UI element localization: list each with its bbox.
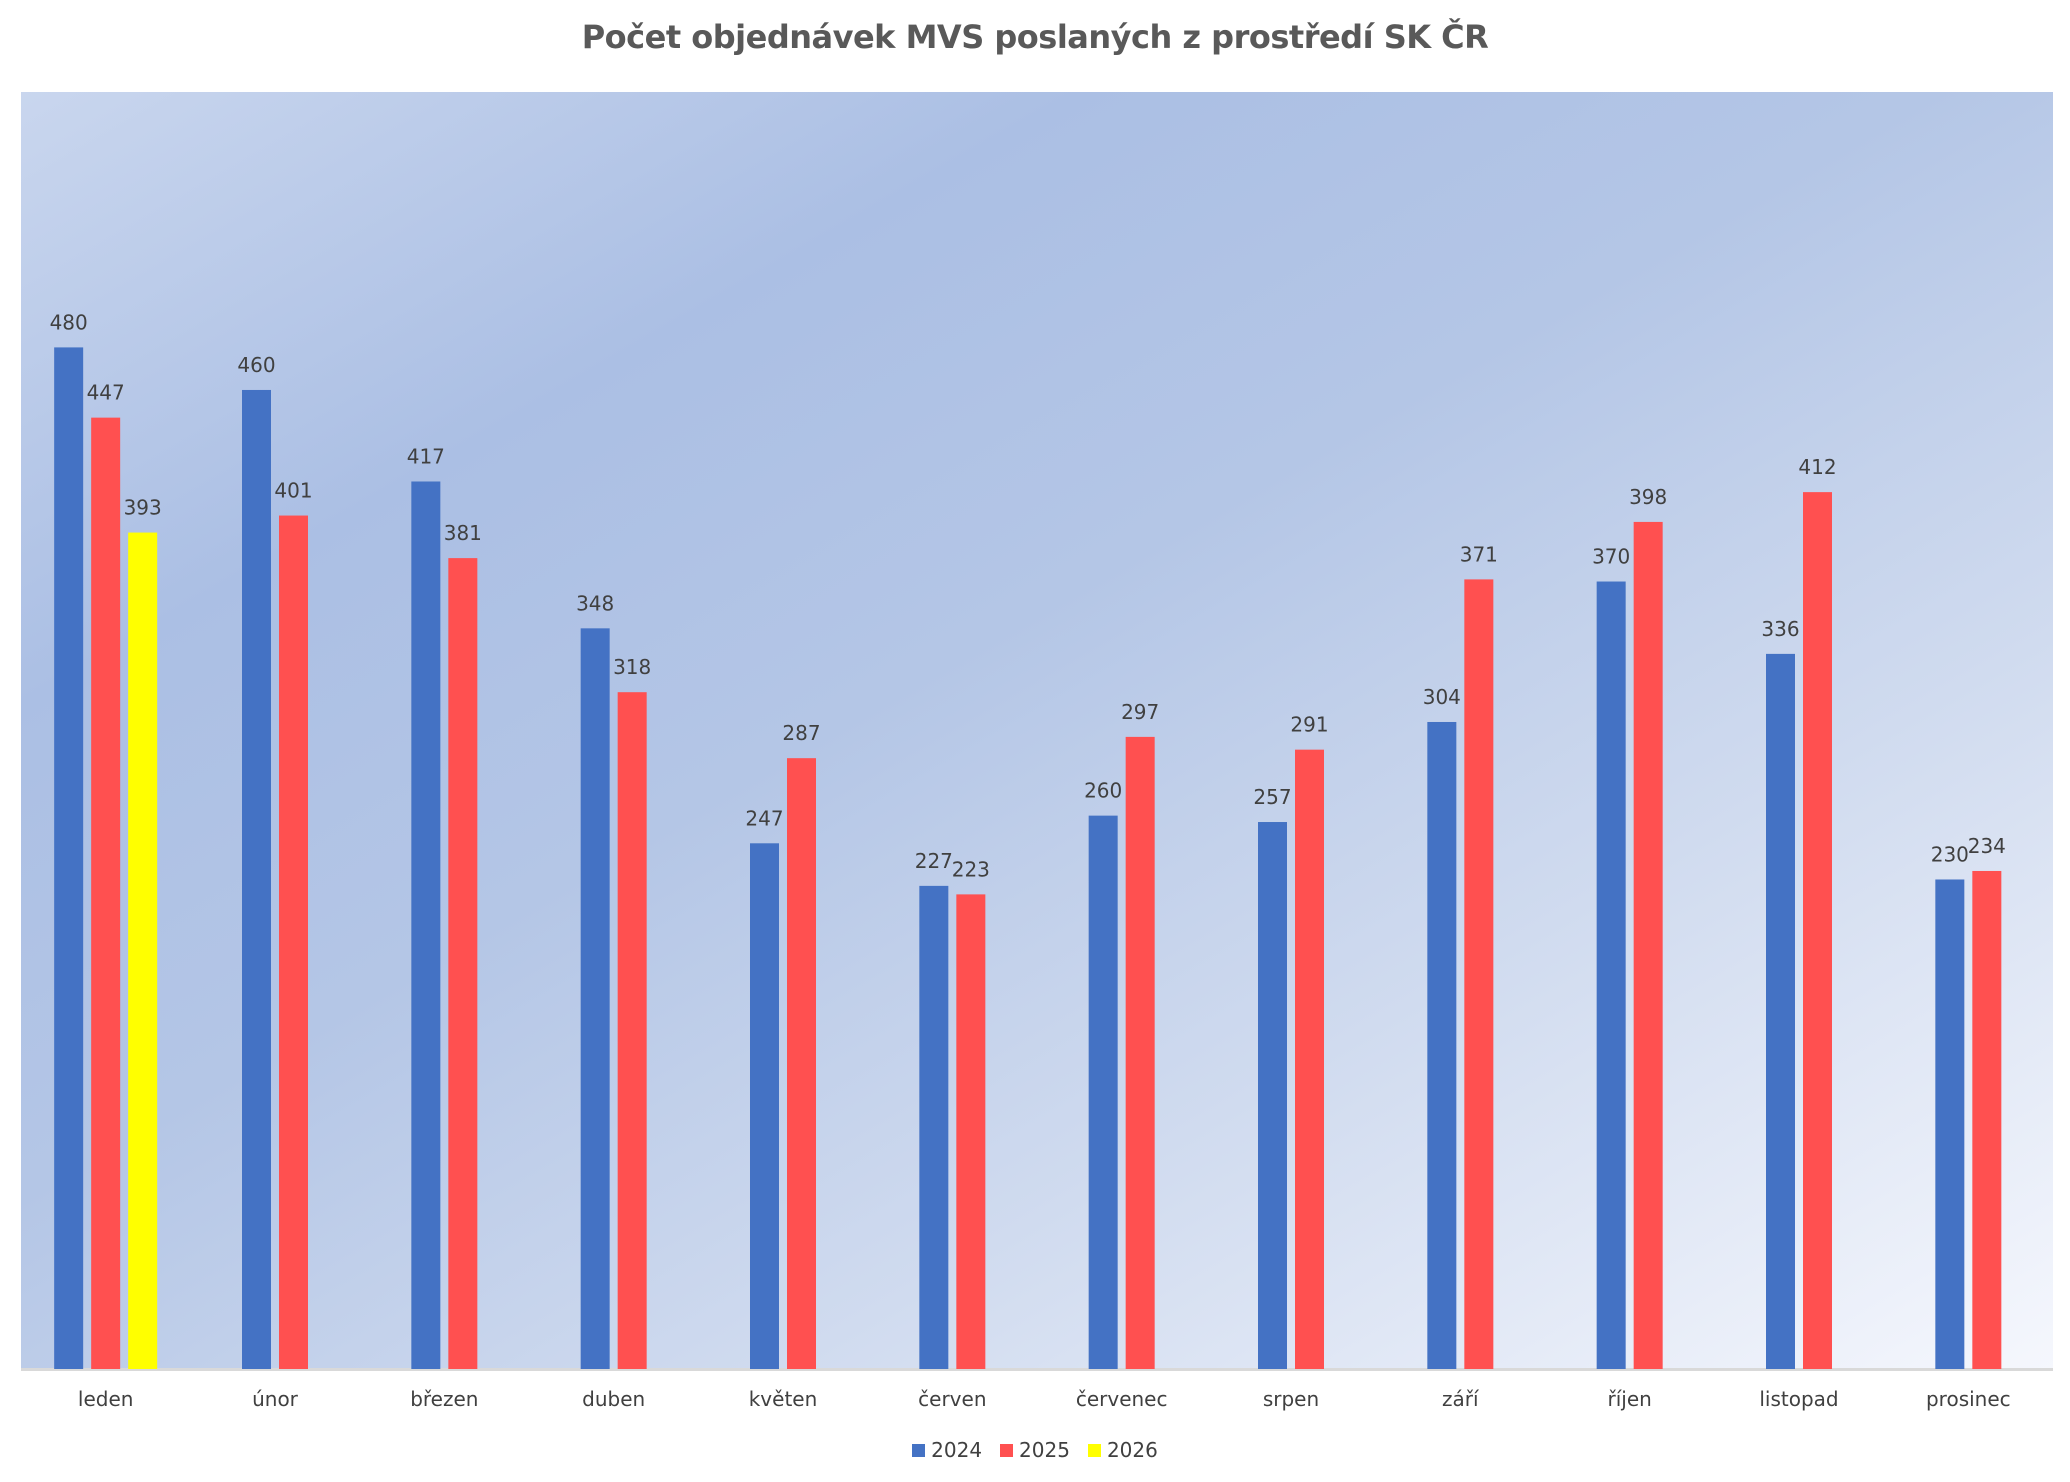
bar-2025-listopad bbox=[1803, 492, 1832, 1369]
data-label: 287 bbox=[782, 721, 820, 745]
legend-label: 2026 bbox=[1106, 1438, 1158, 1462]
x-tick-label: květen bbox=[749, 1387, 818, 1411]
data-label: 230 bbox=[1931, 842, 1969, 866]
x-tick-label: leden bbox=[78, 1387, 134, 1411]
data-label: 398 bbox=[1629, 485, 1667, 509]
legend-swatch bbox=[912, 1443, 926, 1457]
bar-2024-leden bbox=[54, 347, 84, 1369]
x-tick-label: březen bbox=[410, 1387, 478, 1411]
bar-2024-duben bbox=[580, 628, 610, 1369]
plot-area bbox=[21, 92, 2053, 1369]
x-tick-label: listopad bbox=[1759, 1387, 1838, 1411]
bar-2025-prosinec bbox=[1972, 870, 2002, 1369]
legend-label: 2025 bbox=[1019, 1438, 1070, 1462]
data-label: 304 bbox=[1423, 685, 1461, 709]
bar-2025-červen bbox=[956, 894, 986, 1369]
x-tick-label: srpen bbox=[1263, 1387, 1319, 1411]
bar-2024-prosinec bbox=[1935, 879, 1965, 1369]
data-label: 227 bbox=[915, 849, 953, 873]
bar-2025-červenec bbox=[1125, 736, 1155, 1369]
x-tick-label: únor bbox=[252, 1387, 299, 1411]
bar-2025-říjen bbox=[1633, 521, 1663, 1369]
bar-2024-červenec bbox=[1088, 815, 1118, 1369]
bar-2025-květen bbox=[787, 758, 816, 1369]
legend-label: 2024 bbox=[931, 1438, 983, 1462]
bar-2025-duben bbox=[617, 692, 647, 1369]
bar-2025-leden bbox=[91, 417, 121, 1369]
bar-2024-květen bbox=[750, 843, 779, 1369]
bar-2024-březen bbox=[411, 481, 441, 1369]
bar-2024-únor bbox=[242, 389, 271, 1369]
data-label: 223 bbox=[952, 857, 990, 881]
bar-2024-říjen bbox=[1596, 581, 1626, 1369]
bar-2024-červen bbox=[919, 885, 949, 1369]
bar-2025-září bbox=[1464, 579, 1494, 1369]
legend: 2024 2025 2026 bbox=[0, 1438, 2070, 1462]
bar-2024-listopad bbox=[1766, 653, 1795, 1369]
data-label: 480 bbox=[50, 310, 88, 334]
bar-2025-únor bbox=[279, 515, 308, 1369]
legend-swatch bbox=[1087, 1443, 1101, 1457]
bar-2025-březen bbox=[448, 558, 478, 1369]
data-label: 412 bbox=[1798, 455, 1836, 479]
data-label: 348 bbox=[576, 591, 614, 615]
data-label: 447 bbox=[87, 381, 125, 405]
x-tick-label: prosinec bbox=[1926, 1387, 2011, 1411]
data-label: 370 bbox=[1592, 545, 1630, 569]
chart-title: Počet objednávek MVS poslaných z prostře… bbox=[581, 18, 1489, 56]
x-axis-line bbox=[21, 1368, 2053, 1371]
data-label: 247 bbox=[745, 806, 783, 830]
data-label: 401 bbox=[274, 479, 312, 503]
legend-swatch bbox=[1000, 1443, 1014, 1457]
data-label: 336 bbox=[1761, 617, 1799, 641]
legend-item-2026: 2026 bbox=[1087, 1438, 1158, 1462]
x-tick-label: říjen bbox=[1608, 1387, 1652, 1411]
data-label: 257 bbox=[1253, 785, 1291, 809]
data-label: 381 bbox=[444, 521, 482, 545]
data-label: 234 bbox=[1968, 834, 2006, 858]
data-label: 371 bbox=[1460, 542, 1498, 566]
data-label: 291 bbox=[1290, 713, 1328, 737]
legend-item-2024: 2024 bbox=[912, 1438, 982, 1462]
x-tick-label: červen bbox=[918, 1387, 986, 1411]
bar-2024-září bbox=[1427, 721, 1457, 1369]
data-label: 318 bbox=[613, 655, 651, 679]
data-label: 393 bbox=[124, 496, 162, 520]
bar-2024-srpen bbox=[1258, 822, 1287, 1369]
data-label: 417 bbox=[407, 444, 445, 468]
x-tick-label: duben bbox=[582, 1387, 645, 1411]
data-label: 297 bbox=[1121, 700, 1159, 724]
data-label: 260 bbox=[1084, 779, 1122, 803]
legend-item-2025: 2025 bbox=[1000, 1438, 1070, 1462]
x-tick-label: červenec bbox=[1076, 1387, 1168, 1411]
data-label: 460 bbox=[237, 353, 275, 377]
bar-2025-srpen bbox=[1295, 749, 1324, 1369]
bar-2026-leden bbox=[128, 532, 158, 1369]
x-tick-label: září bbox=[1442, 1387, 1480, 1411]
